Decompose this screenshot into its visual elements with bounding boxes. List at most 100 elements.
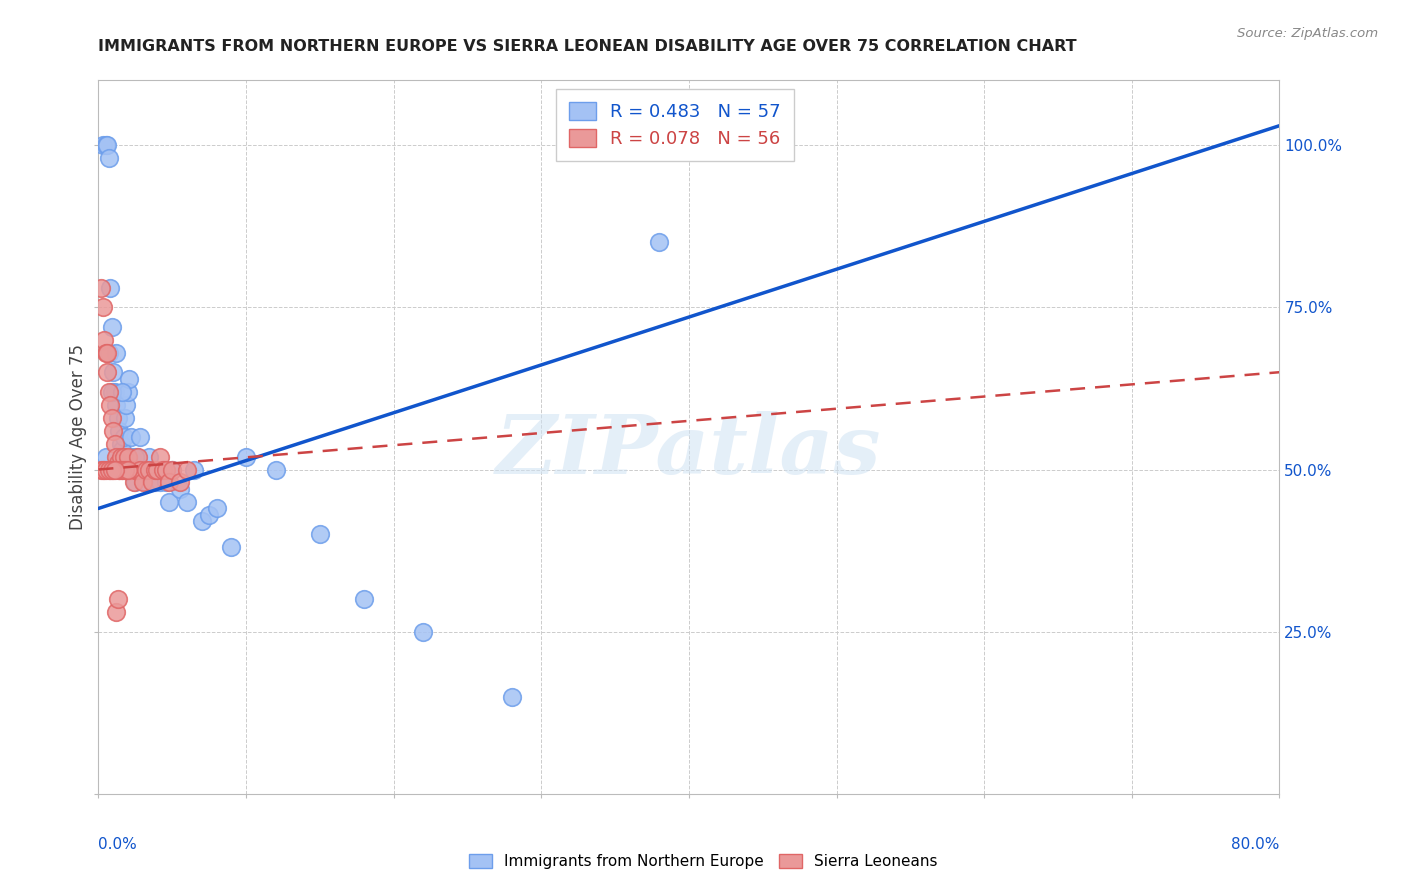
Point (191, 515, 214, 529)
Point (105, 450, 128, 464)
Point (125, 450, 148, 464)
Point (91, 301, 114, 315)
Point (183, 462, 205, 476)
Point (127, 450, 149, 464)
Point (125, 462, 148, 476)
Point (98, 398, 121, 412)
Point (353, 592, 375, 607)
Point (100, 384, 122, 399)
Point (117, 462, 139, 476)
Point (112, 450, 135, 464)
Point (141, 462, 163, 476)
Point (114, 462, 136, 476)
Point (143, 475, 166, 490)
Point (118, 462, 141, 476)
Point (90, 462, 112, 476)
Point (107, 456, 129, 470)
Point (124, 475, 146, 490)
Point (120, 462, 142, 476)
Point (117, 450, 139, 464)
Point (169, 482, 191, 496)
Point (110, 450, 132, 464)
Point (111, 443, 134, 458)
Point (122, 475, 145, 490)
Point (205, 501, 228, 516)
Point (501, 690, 523, 704)
Point (121, 450, 143, 464)
Point (103, 424, 125, 438)
Point (108, 462, 131, 476)
Point (198, 508, 221, 522)
Point (110, 436, 132, 450)
Text: 80.0%: 80.0% (1232, 837, 1279, 852)
Point (97, 345, 120, 359)
Point (117, 462, 139, 476)
Point (96, 345, 118, 359)
Point (97, 462, 120, 476)
Point (132, 462, 155, 476)
Point (235, 450, 257, 464)
Point (91, 138, 114, 153)
Point (264, 462, 287, 476)
Point (128, 430, 150, 444)
Point (132, 475, 155, 490)
Point (122, 462, 145, 476)
Point (105, 345, 128, 359)
Point (91, 462, 114, 476)
Point (128, 462, 150, 476)
Point (176, 495, 198, 509)
Text: Source: ZipAtlas.com: Source: ZipAtlas.com (1237, 27, 1378, 40)
Point (97, 384, 120, 399)
Point (138, 450, 160, 464)
Point (143, 462, 166, 476)
Point (112, 430, 135, 444)
Point (96, 365, 118, 379)
Point (108, 462, 131, 476)
Point (104, 384, 127, 399)
Point (155, 462, 177, 476)
Point (104, 436, 127, 450)
Point (124, 450, 146, 464)
Point (309, 527, 332, 541)
Point (103, 365, 125, 379)
Point (121, 462, 143, 476)
Point (100, 462, 122, 476)
Point (105, 605, 128, 619)
Point (97, 151, 120, 165)
Point (94, 345, 117, 359)
Point (169, 475, 191, 490)
Point (149, 475, 172, 490)
Point (107, 410, 129, 425)
Point (115, 398, 138, 412)
Point (111, 462, 134, 476)
Point (100, 319, 122, 334)
Point (94, 462, 117, 476)
Point (176, 462, 198, 476)
Point (115, 462, 138, 476)
Legend: Immigrants from Northern Europe, Sierra Leoneans: Immigrants from Northern Europe, Sierra … (463, 848, 943, 875)
Point (93, 462, 115, 476)
Point (157, 495, 180, 509)
Point (124, 462, 146, 476)
Point (135, 462, 157, 476)
Point (96, 138, 118, 153)
Point (111, 384, 134, 399)
Point (100, 410, 122, 425)
Point (219, 541, 242, 555)
Point (149, 450, 172, 464)
Point (162, 462, 183, 476)
Point (108, 424, 131, 438)
Point (103, 462, 125, 476)
Point (412, 624, 434, 639)
Point (107, 592, 129, 607)
Point (111, 462, 134, 476)
Point (155, 475, 177, 490)
Point (94, 450, 117, 464)
Point (104, 462, 127, 476)
Point (127, 462, 149, 476)
Text: ZIPatlas: ZIPatlas (496, 411, 882, 491)
Point (146, 462, 169, 476)
Point (135, 475, 157, 490)
Point (98, 281, 121, 295)
Y-axis label: Disability Age Over 75: Disability Age Over 75 (69, 344, 87, 530)
